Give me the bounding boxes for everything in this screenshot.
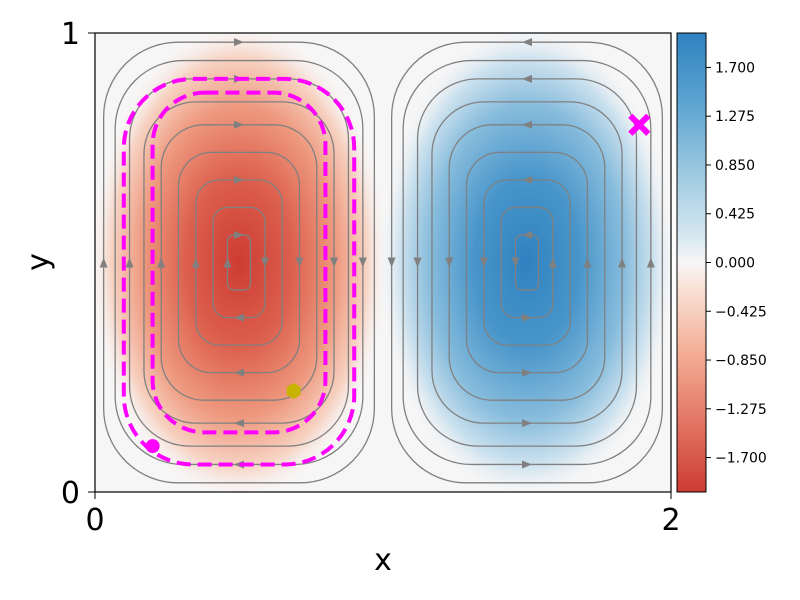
- mid-point: [286, 383, 301, 399]
- streamline-arrow: [522, 313, 532, 322]
- streamline-arrow: [234, 175, 244, 184]
- streamline-arrow: [157, 257, 166, 268]
- streamlines: [99, 38, 664, 484]
- streamline-arrow: [387, 257, 396, 268]
- streamline-arrow: [445, 257, 454, 268]
- streamline-arrow: [583, 257, 592, 268]
- streamline-arrow: [358, 257, 367, 268]
- left-cell-field: [95, 33, 389, 492]
- streamline-arrow: [522, 38, 532, 47]
- colorbar-tick-label: −0.425: [715, 304, 767, 320]
- colorbar-tick-label: 0.850: [715, 158, 755, 174]
- colorbar-tick-label: −1.275: [715, 402, 767, 418]
- streamline-arrow: [522, 368, 532, 377]
- colorbar-ticks: 1.700 1.275 0.850 0.425 0.000 −0.425 −0.850 −1.…: [706, 60, 767, 467]
- end-point: [628, 113, 651, 136]
- streamline-arrow: [522, 175, 532, 184]
- right-cell-field: [377, 33, 671, 492]
- colorbar-tick-label: 1.275: [715, 109, 755, 125]
- colorbar-tick-label: 1.700: [715, 60, 755, 76]
- trajectories: [121, 76, 357, 467]
- streamline-arrow: [234, 120, 244, 129]
- streamline-arrow: [234, 230, 244, 239]
- start-point: [145, 439, 160, 454]
- trajectory-outer-closed-dashed: [121, 76, 357, 467]
- colorbar-tick-label: 0.425: [715, 207, 755, 223]
- streamline-arrow: [223, 257, 232, 268]
- y-axis-label: y: [21, 253, 56, 271]
- streamline-arrow: [260, 257, 269, 268]
- streamline-arrow: [511, 257, 520, 268]
- streamline-arrow: [522, 460, 532, 469]
- streamline-arrow: [234, 38, 244, 47]
- x-tick-label-2: 2: [661, 503, 680, 538]
- streamline-arrow: [234, 313, 244, 322]
- streamline-arrow: [646, 257, 655, 268]
- streamline-arrow: [413, 257, 422, 268]
- streamline-arrow: [522, 230, 532, 239]
- streamline-arrow: [295, 257, 304, 268]
- trajectory-inner-closed-dashed: [150, 90, 328, 435]
- streamline-arrow: [234, 419, 244, 428]
- streamline-arrow: [522, 74, 532, 83]
- x-axis-label: x: [374, 543, 392, 578]
- colorbar-tick-label: 0.000: [715, 256, 755, 272]
- colorbar-gradient: [676, 32, 707, 493]
- markers: [145, 113, 651, 454]
- colorbar-tick-label: −0.850: [715, 353, 767, 369]
- y-tick-label-1: 1: [61, 17, 80, 52]
- plot-area: [95, 33, 671, 492]
- y-tick-label-0: 0: [61, 476, 80, 511]
- x-tick-label-0: 0: [85, 503, 104, 538]
- streamline-arrow: [330, 257, 339, 268]
- plot-frame: [94, 32, 672, 493]
- streamline-arrow: [191, 257, 200, 268]
- streamline-arrow: [548, 257, 557, 268]
- streamline-arrow: [522, 120, 532, 129]
- colorbar: 1.700 1.275 0.850 0.425 0.000 −0.425 −0.850 −1.…: [676, 32, 767, 493]
- streamline-arrow: [234, 368, 244, 377]
- streamline-arrow: [618, 257, 627, 268]
- streamline-arrow: [99, 257, 108, 268]
- streamline-arrow: [522, 419, 532, 428]
- streamline-arrow: [125, 257, 134, 268]
- colorbar-tick-label: −1.700: [715, 451, 767, 467]
- streamline-arrow: [479, 257, 488, 268]
